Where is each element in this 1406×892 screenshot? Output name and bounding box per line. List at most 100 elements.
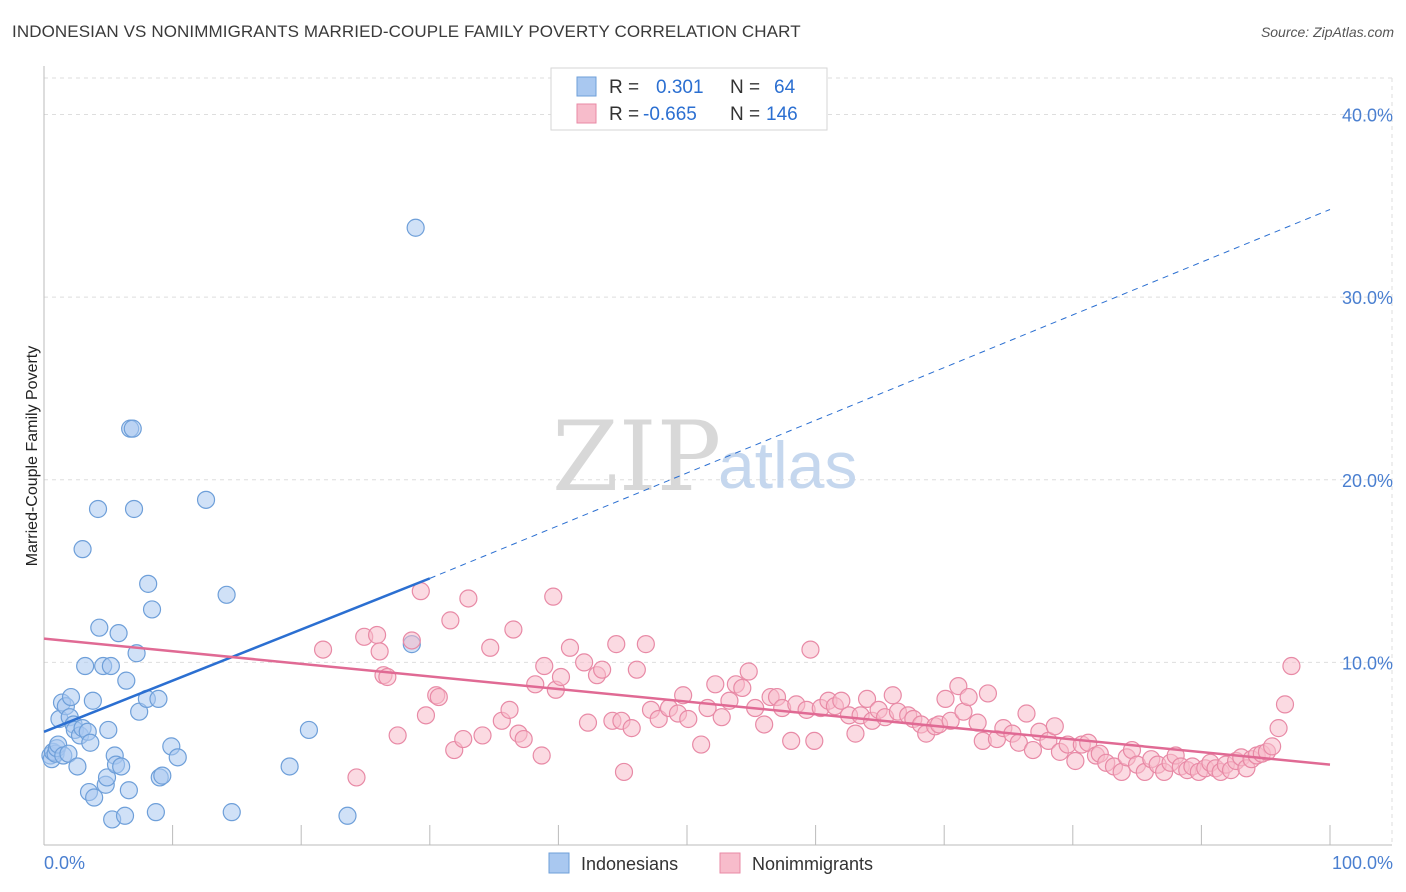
point-nonimmigrants-65 — [805, 731, 824, 751]
point-nonimmigrants-46 — [674, 686, 693, 705]
legend-r-value-1: 0.301 — [656, 77, 704, 98]
point-nonimmigrants-69 — [832, 691, 851, 710]
point-nonimmigrants-92 — [978, 684, 998, 703]
bottom-legend-indonesians: Indonesians — [581, 854, 678, 874]
legend-r-label-2: R = — [609, 104, 639, 125]
point-nonimmigrants-40 — [627, 660, 646, 679]
legend-swatch-nonimmigrants — [576, 103, 597, 124]
point-indonesians-49 — [149, 689, 168, 709]
point-nonimmigrants-101 — [1045, 717, 1064, 736]
point-nonimmigrants-39 — [622, 719, 641, 738]
bottom-legend: Indonesians Nonimmigrants — [548, 852, 873, 874]
point-nonimmigrants-24 — [526, 675, 545, 694]
trend-line-nonimmigrants — [43, 637, 1331, 766]
point-indonesians-31 — [101, 656, 120, 676]
point-nonimmigrants-55 — [739, 662, 758, 681]
point-indonesians-47 — [142, 600, 162, 619]
point-nonimmigrants-98 — [1023, 740, 1043, 760]
point-indonesians-24 — [85, 788, 104, 807]
point-nonimmigrants-36 — [607, 635, 626, 654]
bottom-legend-nonimmigrants: Nonimmigrants — [752, 854, 873, 874]
point-indonesians-29 — [97, 768, 117, 787]
point-indonesians-35 — [109, 624, 128, 643]
point-nonimmigrants-38 — [614, 762, 634, 782]
point-indonesians-54 — [196, 490, 216, 509]
point-nonimmigrants-15 — [454, 729, 473, 749]
chart-title: INDONESIAN VS NONIMMIGRANTS MARRIED-COUP… — [12, 22, 801, 41]
point-nonimmigrants-104 — [1066, 751, 1085, 771]
trend-line-indonesians-extension — [429, 209, 1331, 579]
point-nonimmigrants-77 — [883, 686, 902, 705]
point-indonesians-17 — [73, 540, 92, 559]
point-nonimmigrants-31 — [575, 653, 594, 672]
y-axis-label: Married-Couple Family Poverty — [24, 346, 41, 567]
point-indonesians-41 — [123, 419, 142, 438]
point-nonimmigrants-0 — [313, 640, 333, 659]
point-nonimmigrants-140 — [1275, 695, 1295, 714]
point-indonesians-39 — [119, 781, 138, 800]
watermark-atlas: atlas — [718, 428, 857, 502]
point-nonimmigrants-141 — [1282, 656, 1301, 676]
legend-swatch-indonesians — [576, 76, 597, 97]
point-nonimmigrants-25 — [532, 746, 551, 765]
point-nonimmigrants-73 — [857, 689, 877, 709]
bottom-legend-swatch-indonesians — [548, 852, 570, 874]
point-indonesians-59 — [338, 806, 357, 825]
point-nonimmigrants-20 — [500, 700, 519, 719]
legend-n-label-1: N = — [730, 77, 760, 98]
point-nonimmigrants-23 — [514, 729, 533, 749]
point-nonimmigrants-17 — [473, 726, 492, 745]
point-nonimmigrants-4 — [370, 642, 389, 661]
point-nonimmigrants-89 — [959, 687, 978, 707]
point-nonimmigrants-27 — [544, 587, 563, 606]
point-nonimmigrants-32 — [578, 713, 598, 732]
point-nonimmigrants-12 — [429, 687, 448, 707]
point-nonimmigrants-21 — [504, 620, 523, 639]
legend-box: R = 0.301 N = 64 R = -0.665 N = 146 — [550, 67, 828, 131]
point-nonimmigrants-16 — [459, 589, 478, 608]
point-indonesians-38 — [117, 671, 136, 690]
watermark-zip: ZIP — [552, 401, 721, 513]
point-nonimmigrants-13 — [441, 611, 460, 630]
point-indonesians-46 — [139, 574, 158, 593]
point-nonimmigrants-57 — [755, 715, 774, 734]
point-nonimmigrants-51 — [712, 708, 731, 727]
point-indonesians-23 — [83, 691, 102, 710]
legend-r-value-2: -0.665 — [643, 104, 697, 125]
x-tick-label-0: 0.0% — [44, 853, 85, 873]
point-nonimmigrants-97 — [1017, 704, 1036, 723]
point-indonesians-42 — [124, 499, 144, 519]
bottom-legend-swatch-nonimmigrants — [719, 852, 741, 874]
point-indonesians-37 — [115, 806, 135, 825]
point-indonesians-55 — [217, 585, 236, 604]
data-points — [41, 218, 1301, 829]
point-nonimmigrants-138 — [1263, 737, 1282, 756]
point-nonimmigrants-7 — [388, 726, 407, 745]
point-nonimmigrants-47 — [679, 709, 698, 729]
point-indonesians-15 — [68, 757, 87, 776]
point-nonimmigrants-8 — [402, 631, 421, 650]
point-nonimmigrants-41 — [636, 635, 655, 654]
point-indonesians-36 — [112, 757, 131, 776]
point-indonesians-22 — [81, 733, 100, 752]
point-indonesians-56 — [222, 803, 241, 822]
point-indonesians-48 — [146, 803, 165, 822]
x-tick-labels: 0.0% 100.0% — [44, 853, 1393, 873]
point-indonesians-19 — [76, 656, 95, 676]
point-nonimmigrants-139 — [1269, 719, 1288, 738]
legend-n-value-1: 64 — [774, 77, 796, 98]
y-tick-labels: 10.0% 20.0% 30.0% 40.0% — [1342, 106, 1393, 674]
point-nonimmigrants-71 — [846, 724, 865, 743]
point-nonimmigrants-50 — [706, 675, 725, 694]
point-indonesians-12 — [61, 687, 81, 707]
y-tick-label-1: 20.0% — [1342, 471, 1393, 491]
axes — [43, 66, 1392, 846]
point-nonimmigrants-34 — [593, 660, 612, 679]
point-nonimmigrants-85 — [936, 689, 955, 709]
point-indonesians-51 — [153, 766, 172, 785]
point-nonimmigrants-1 — [347, 768, 366, 787]
point-indonesians-57 — [280, 757, 299, 776]
point-indonesians-10 — [59, 744, 78, 763]
point-nonimmigrants-48 — [692, 735, 711, 754]
